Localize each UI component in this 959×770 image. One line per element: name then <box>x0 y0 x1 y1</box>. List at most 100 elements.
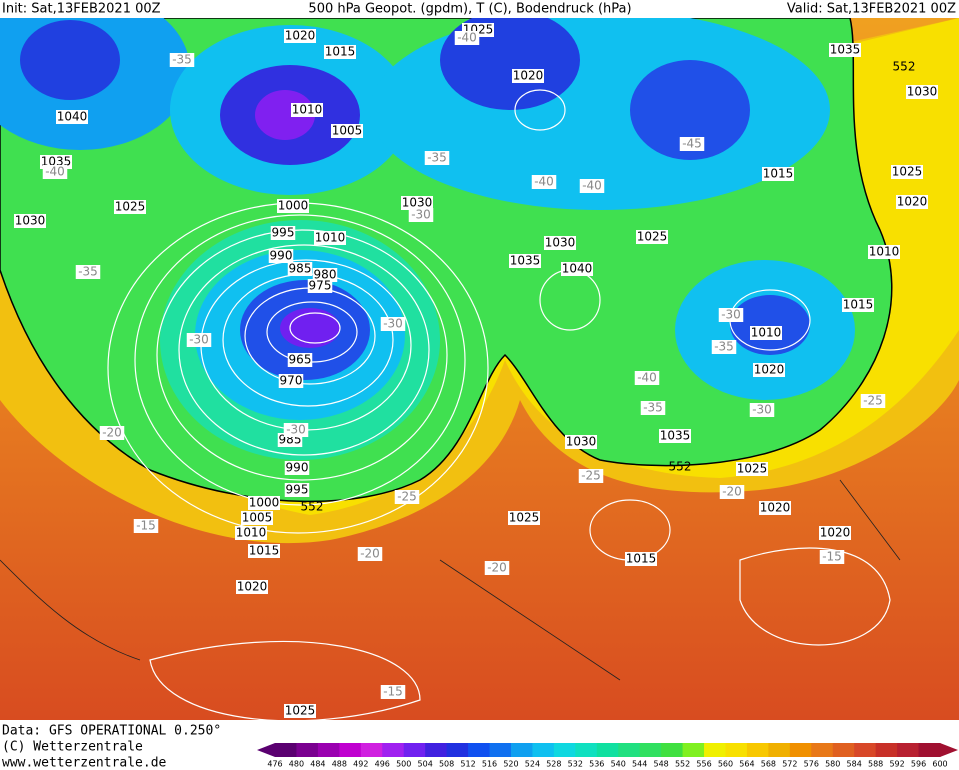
colorbar-swatch <box>811 743 834 757</box>
temperature-label: -30 <box>383 317 403 331</box>
colorbar-swatch <box>854 743 877 757</box>
isobar-label: 1020 <box>760 501 791 515</box>
colorbar-swatch <box>704 743 726 757</box>
colorbar-swatch <box>382 743 405 757</box>
isobar-label-box <box>278 374 304 388</box>
isobar-label-box <box>314 231 346 245</box>
colorbar-swatch <box>725 743 748 757</box>
isobar-label: 1025 <box>892 165 923 179</box>
colorbar-swatch <box>789 743 812 757</box>
isobar-label: 995 <box>286 483 309 497</box>
colorbar-swatch <box>575 743 598 757</box>
colorbar-tick-label: 564 <box>739 760 754 769</box>
isobar-label-box <box>906 85 938 99</box>
temperature-label: -40 <box>534 175 554 189</box>
data-source: Data: GFS OPERATIONAL 0.250° <box>2 724 221 739</box>
isobar-label-box <box>236 580 268 594</box>
isobar-label-box <box>512 69 544 83</box>
temperature-label: -40 <box>637 371 657 385</box>
temperature-label-box <box>424 151 450 165</box>
colorbar-swatch <box>275 743 297 757</box>
isobar-label-box <box>114 200 146 214</box>
colorbar-tick-label: 524 <box>525 760 540 769</box>
isobar-label: 1020 <box>754 363 785 377</box>
temperature-label: -20 <box>487 561 507 575</box>
colorbar-swatch <box>510 743 533 757</box>
temperature-label: -35 <box>78 265 98 279</box>
colorbar-swatch <box>317 743 340 757</box>
isobar-label: 1020 <box>513 69 544 83</box>
colorbar-tick-label: 496 <box>375 760 390 769</box>
colorbar-swatch <box>296 743 319 757</box>
colorbar-tick-label: 580 <box>825 760 840 769</box>
temperature-label: -25 <box>581 469 601 483</box>
isobar-label-box <box>636 230 668 244</box>
colorbar-tick-label: 584 <box>847 760 862 769</box>
isobar-label: 1025 <box>115 200 146 214</box>
isobar-label: 1040 <box>562 262 593 276</box>
isobar-label-box <box>324 45 356 59</box>
colorbar-tick-label: 488 <box>332 760 347 769</box>
colorbar-swatch <box>553 743 576 757</box>
temperature-label-box <box>169 53 195 67</box>
isobar-label: 1020 <box>897 195 928 209</box>
temperature-label-box <box>99 426 125 440</box>
isobar-label-box <box>284 704 316 718</box>
colorbar-swatch <box>596 743 619 757</box>
colorbar-end <box>257 743 275 757</box>
isobar-label: 1005 <box>332 124 363 138</box>
temperature-label: -40 <box>457 31 477 45</box>
isobar-label-box <box>14 214 46 228</box>
isobar-label: 1015 <box>325 45 356 59</box>
isobar-label: 1030 <box>907 85 938 99</box>
colorbar-tick-label: 512 <box>460 760 475 769</box>
colorbar-tick-label: 508 <box>439 760 454 769</box>
isobar-label-box <box>248 496 280 510</box>
temperature-label: -35 <box>172 53 192 67</box>
isobar-label-box <box>659 429 691 443</box>
temperature-label: -45 <box>682 137 702 151</box>
colorbar-tick-label: 576 <box>804 760 819 769</box>
colorbar-tick-label: 568 <box>761 760 776 769</box>
cold-pool <box>20 20 120 100</box>
init-time: Init: Sat,13FEB2021 00Z <box>2 2 161 17</box>
map-title: 500 hPa Geopot. (gpdm), T (C), Bodendruc… <box>308 2 631 17</box>
isobar-label: 1020 <box>237 580 268 594</box>
isobar-label: 970 <box>280 374 303 388</box>
temperature-label: -30 <box>752 403 772 417</box>
isobar-label-box <box>759 501 791 515</box>
isobar-label-box <box>277 199 309 213</box>
isobar-label-box <box>819 526 851 540</box>
temperature-label-box <box>186 333 212 347</box>
isobar-label-box <box>753 363 785 377</box>
isobar-label: 1010 <box>292 103 323 117</box>
isobar-label-box <box>268 249 294 263</box>
isobar-label: 1015 <box>626 552 657 566</box>
isobar-label: 1030 <box>15 214 46 228</box>
colorbar-tick-label: 536 <box>589 760 604 769</box>
isobar-label-box <box>736 462 768 476</box>
isobar-label-box <box>284 483 310 497</box>
temperature-label: -30 <box>286 423 306 437</box>
colorbar-tick-label: 572 <box>782 760 797 769</box>
temperature-label-box <box>578 469 604 483</box>
colorbar-tick-label: 596 <box>911 760 926 769</box>
colorbar-tick-label: 548 <box>653 760 668 769</box>
isobar-label: 990 <box>270 249 293 263</box>
website: www.wetterzentrale.de <box>2 756 167 770</box>
isobar-label: 1020 <box>820 526 851 540</box>
colorbar-swatch <box>339 743 362 757</box>
colorbar-swatch <box>682 743 705 757</box>
colorbar: 476 480 484 488 492 496 500 504 508 512 516 520 524 5… <box>257 743 958 769</box>
isobar-label: 1025 <box>637 230 668 244</box>
isobar-label-box <box>312 268 338 282</box>
isobar-label: 975 <box>309 279 332 293</box>
isobar-label-box <box>762 167 794 181</box>
colorbar-tick-label: 588 <box>868 760 883 769</box>
temperature-label: -35 <box>427 151 447 165</box>
isobar-label-box <box>896 195 928 209</box>
temperature-label-box <box>75 265 101 279</box>
temperature-label-box <box>718 308 744 322</box>
